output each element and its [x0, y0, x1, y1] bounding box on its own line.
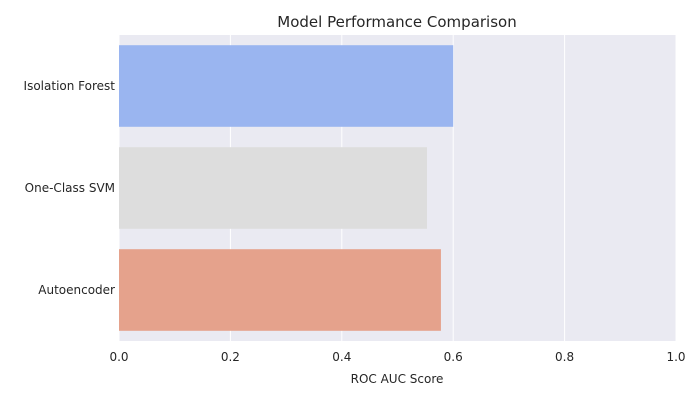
x-tick-label: 1.0	[666, 350, 685, 364]
bars	[119, 45, 454, 331]
x-tick-label: 0.4	[332, 350, 351, 364]
x-tick-label: 0.8	[555, 350, 574, 364]
bar-one-class-svm	[119, 147, 428, 229]
y-tick-label: One-Class SVM	[25, 181, 115, 195]
y-tick-label: Autoencoder	[38, 283, 115, 297]
x-tick-labels: 0.0 0.2 0.4 0.6 0.8 1.0	[109, 350, 685, 364]
x-tick-label: 0.0	[109, 350, 128, 364]
bar-isolation-forest	[119, 45, 454, 127]
bar-autoencoder	[119, 249, 441, 331]
y-tick-label: Isolation Forest	[24, 79, 116, 93]
chart-title: Model Performance Comparison	[277, 13, 516, 31]
x-tick-label: 0.2	[221, 350, 240, 364]
x-axis-label: ROC AUC Score	[351, 372, 444, 386]
y-tick-labels: Isolation Forest One-Class SVM Autoencoder	[24, 79, 116, 297]
x-tick-label: 0.6	[444, 350, 463, 364]
